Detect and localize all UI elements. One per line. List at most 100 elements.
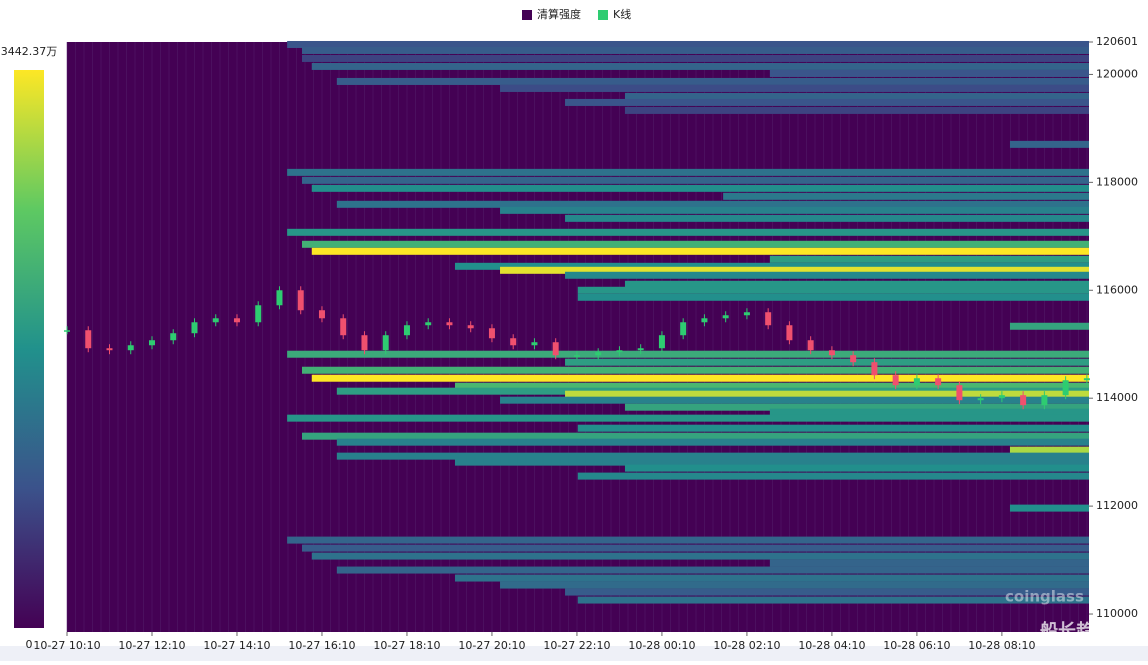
candle <box>807 340 814 351</box>
candle <box>191 322 198 334</box>
y-tick-label: 120000 <box>1096 67 1138 80</box>
candle <box>956 385 963 401</box>
candle <box>318 310 325 319</box>
candle <box>552 342 559 356</box>
heat-band <box>301 176 1090 184</box>
candle <box>212 318 219 323</box>
candle <box>935 378 942 386</box>
candle <box>425 322 432 326</box>
heat-band <box>301 366 1090 374</box>
heat-band <box>500 581 1089 589</box>
candle <box>148 340 155 346</box>
heat-band <box>500 396 1089 404</box>
candle <box>170 333 177 341</box>
candle <box>64 330 70 332</box>
candle <box>637 348 644 351</box>
heat-band <box>565 588 1089 596</box>
heat-band <box>454 262 1089 270</box>
heat-band <box>454 458 1089 466</box>
candle <box>722 315 729 319</box>
candle <box>680 322 687 336</box>
heat-band <box>577 286 1089 294</box>
heat-band <box>287 168 1090 176</box>
candle <box>233 318 240 323</box>
candle <box>446 322 453 326</box>
heat-band <box>336 200 1089 208</box>
candle <box>361 335 368 351</box>
heat-band <box>1009 322 1089 330</box>
heat-band <box>769 559 1089 567</box>
heat-band <box>301 432 1090 440</box>
heat-band <box>723 192 1089 200</box>
heat-band <box>336 566 1089 574</box>
heat-band <box>287 350 1090 358</box>
candle <box>658 335 665 349</box>
legend-label: 清算强度 <box>537 7 581 21</box>
colorbar-label: 3442.37万 <box>1 45 58 58</box>
candle <box>1041 395 1048 406</box>
heat-band <box>624 280 1089 288</box>
candle <box>871 362 878 376</box>
candle <box>616 350 623 353</box>
heat-band <box>769 69 1089 77</box>
heat-band <box>336 452 1089 460</box>
candle <box>85 330 92 349</box>
x-tick-label: 10-28 08:10 <box>968 639 1035 652</box>
watermark: 船长趋势 <box>1040 620 1112 642</box>
x-tick-label: 10-27 10:10 <box>33 639 100 652</box>
x-tick-label: 10-27 22:10 <box>543 639 610 652</box>
x-tick-label: 10-28 00:10 <box>628 639 695 652</box>
x-tick-label: 10-27 18:10 <box>373 639 440 652</box>
candle <box>1020 395 1027 406</box>
heat-band <box>454 574 1089 582</box>
heat-band <box>565 214 1089 222</box>
candle <box>828 350 835 356</box>
candle <box>403 325 410 336</box>
x-tick-label: 10-28 02:10 <box>713 639 780 652</box>
colorbar <box>14 70 44 628</box>
heat-band <box>311 552 1090 560</box>
candle <box>276 290 283 306</box>
heat-band <box>500 206 1089 214</box>
heat-band <box>565 98 1089 106</box>
heat-band <box>287 414 1090 422</box>
heat-band <box>1009 446 1089 454</box>
y-tick-label: 110000 <box>1096 607 1138 620</box>
candle <box>850 355 857 363</box>
x-tick-label: 10-28 06:10 <box>883 639 950 652</box>
heat-band <box>577 293 1089 301</box>
heat-band <box>336 77 1089 85</box>
heat-band <box>287 536 1090 544</box>
candle <box>510 338 517 346</box>
legend-label: K线 <box>613 7 631 21</box>
heat-band <box>301 240 1090 248</box>
heat-band <box>500 266 1089 274</box>
heat-band <box>624 106 1089 114</box>
watermark: coinglass <box>1005 588 1084 606</box>
footer-strip <box>0 646 1148 661</box>
heat-band <box>577 472 1089 480</box>
plot-background <box>67 42 1089 632</box>
candle <box>998 395 1005 399</box>
heat-band <box>769 408 1089 416</box>
heat-band <box>565 271 1089 279</box>
heat-band <box>769 255 1089 263</box>
y-tick-label: 118000 <box>1096 175 1138 188</box>
candle <box>786 325 793 341</box>
heat-band <box>311 374 1090 382</box>
y-tick-label: 120601 <box>1096 35 1138 48</box>
heat-band <box>565 358 1089 366</box>
candle <box>382 335 389 351</box>
candle <box>913 378 920 386</box>
y-tick-label: 116000 <box>1096 283 1138 296</box>
legend-swatch <box>598 10 608 20</box>
heat-band <box>301 544 1090 552</box>
heat-band <box>577 596 1089 604</box>
heat-band <box>311 184 1090 192</box>
heat-band <box>287 40 1090 48</box>
y-tick-label: 112000 <box>1096 499 1138 512</box>
legend-swatch <box>522 10 532 20</box>
candle <box>106 348 113 351</box>
heat-band <box>1009 504 1089 512</box>
